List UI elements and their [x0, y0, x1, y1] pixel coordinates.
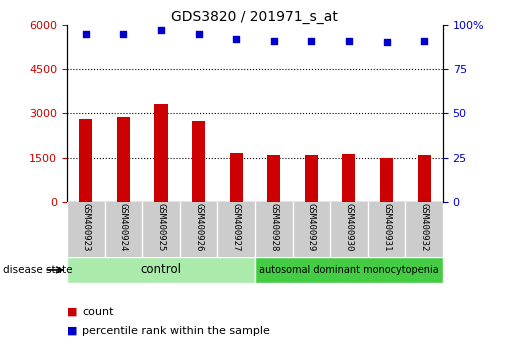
Point	[269, 38, 278, 44]
Text: ■: ■	[67, 326, 77, 336]
Bar	[380, 158, 393, 202]
Bar	[67, 257, 255, 283]
Bar	[230, 153, 243, 202]
Text: GSM400932: GSM400932	[420, 204, 428, 252]
Point	[420, 38, 428, 44]
Text: GSM400923: GSM400923	[81, 204, 90, 252]
Point	[157, 27, 165, 33]
Point	[345, 38, 353, 44]
Point	[382, 40, 390, 45]
Text: disease state: disease state	[3, 265, 72, 275]
Text: GSM400930: GSM400930	[345, 204, 353, 252]
Text: control: control	[141, 263, 181, 276]
Text: GSM400928: GSM400928	[269, 204, 278, 252]
Bar	[79, 119, 92, 202]
Point	[195, 31, 203, 36]
Text: ■: ■	[67, 307, 77, 316]
Text: GSM400926: GSM400926	[194, 204, 203, 252]
Title: GDS3820 / 201971_s_at: GDS3820 / 201971_s_at	[171, 10, 338, 24]
Text: count: count	[82, 307, 114, 316]
Bar	[267, 155, 280, 202]
Text: GSM400924: GSM400924	[119, 204, 128, 252]
Text: GSM400931: GSM400931	[382, 204, 391, 252]
Text: GSM400927: GSM400927	[232, 204, 241, 252]
Text: GSM400929: GSM400929	[307, 204, 316, 252]
Point	[232, 36, 240, 42]
Bar	[117, 117, 130, 202]
Point	[81, 31, 90, 36]
Bar	[418, 155, 431, 202]
Bar	[154, 104, 167, 202]
Bar	[305, 155, 318, 202]
Bar	[192, 121, 205, 202]
Text: autosomal dominant monocytopenia: autosomal dominant monocytopenia	[259, 265, 439, 275]
Point	[307, 38, 315, 44]
Bar	[342, 154, 355, 202]
Text: percentile rank within the sample: percentile rank within the sample	[82, 326, 270, 336]
Point	[119, 31, 128, 36]
Bar	[255, 257, 443, 283]
Text: GSM400925: GSM400925	[157, 204, 165, 252]
